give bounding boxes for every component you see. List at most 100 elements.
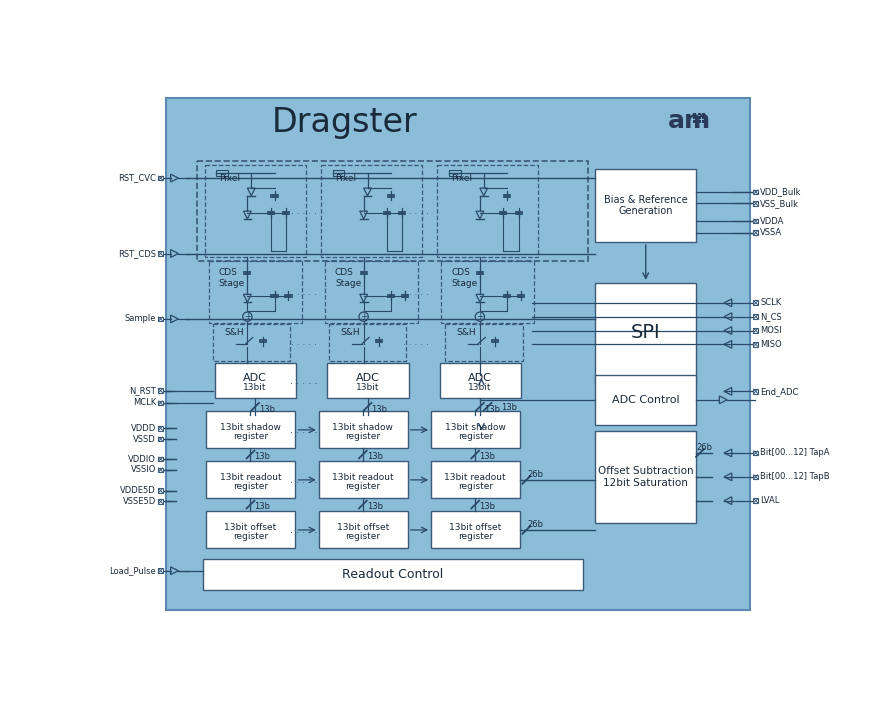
Text: N_RST: N_RST [129,386,156,395]
Text: RST_CDS: RST_CDS [118,249,156,258]
Text: S&H: S&H [341,327,360,336]
Text: 13b: 13b [259,404,275,414]
Bar [693,121,696,123]
Bar [754,314,758,319]
Text: Readout Control: Readout Control [342,568,443,581]
Text: . . . . .: . . . . . [291,475,317,485]
Text: Bit[00...12] TapA: Bit[00...12] TapA [761,449,830,458]
Text: 13bit offset: 13bit offset [449,523,502,532]
Text: VSS_Bulk: VSS_Bulk [761,199,799,208]
Text: 13bit shadow: 13bit shadow [333,423,393,432]
Bar [595,169,696,242]
Text: 13b: 13b [367,503,383,511]
Text: LVAL: LVAL [761,496,780,505]
Text: N_CS: N_CS [761,312,782,321]
Bar [207,411,295,449]
Text: 13bit: 13bit [468,383,492,392]
Bar [321,165,422,257]
Text: ADC: ADC [356,373,379,383]
Text: CDS
Stage: CDS Stage [219,268,245,288]
Text: . . . . .: . . . . . [291,425,317,435]
Text: Pixel: Pixel [219,174,240,182]
Bar [697,116,701,119]
Text: MCLK: MCLK [132,398,156,407]
Bar [431,411,520,449]
Bar [595,283,696,383]
Text: 13bit shadow: 13bit shadow [220,423,281,432]
Bar [207,512,295,548]
Bar [318,411,408,449]
Text: 13b: 13b [367,452,383,461]
Text: VDD_Bulk: VDD_Bulk [761,187,802,196]
Text: . . . . .: . . . . . [291,339,316,347]
Text: ADC: ADC [243,373,267,383]
Bar [158,457,163,461]
Bar [445,325,522,361]
Text: . . . . .: . . . . . [291,207,316,216]
Bar [158,176,163,180]
Text: MOSI: MOSI [761,326,782,335]
Text: 13bit offset: 13bit offset [224,523,276,532]
Text: VDDIO: VDDIO [128,455,156,463]
Bar [333,170,344,176]
Text: 13bit offset: 13bit offset [337,523,389,532]
Text: VDDD: VDDD [131,424,156,433]
Bar [440,363,521,398]
Text: SPI: SPI [631,323,661,342]
Bar [431,461,520,498]
Text: RST_CVC: RST_CVC [118,174,156,182]
Text: register: register [233,482,268,491]
Text: . . . . .: . . . . . [291,525,317,535]
Bar [158,317,163,321]
Bar [437,165,538,257]
Bar [754,475,758,479]
Bar [207,461,295,498]
Text: register: register [458,482,493,491]
Text: register: register [233,532,268,541]
Bar [595,375,696,426]
Text: register: register [345,433,381,442]
Text: ADC: ADC [468,373,492,383]
Text: 13bit readout: 13bit readout [332,473,393,482]
Text: . . . . .: . . . . . [403,287,429,297]
Bar [158,388,163,393]
Bar [697,121,701,123]
Bar [325,261,417,323]
Bar [158,400,163,405]
Bar [754,231,758,235]
Text: 13b: 13b [371,404,387,414]
Bar [754,342,758,347]
Text: register: register [458,532,493,541]
Text: Bit[00...12] TapB: Bit[00...12] TapB [761,472,830,482]
Text: CDS
Stage: CDS Stage [451,268,477,288]
Text: 13bit: 13bit [356,383,379,392]
Text: SCLK: SCLK [761,299,781,307]
Bar [693,113,696,115]
Text: 13bit readout: 13bit readout [220,473,282,482]
Bar [431,512,520,548]
Text: Pixel: Pixel [451,174,472,182]
Text: 13b: 13b [479,452,495,461]
Text: 13bit readout: 13bit readout [444,473,506,482]
Text: Sample: Sample [124,315,156,323]
Text: 26b: 26b [696,443,713,452]
Bar [754,389,758,394]
Bar [703,113,705,115]
Bar [166,98,750,610]
Bar [203,559,583,590]
Text: . . . . .: . . . . . [291,287,316,297]
Text: 13b: 13b [255,503,270,511]
Bar [208,261,301,323]
Text: . . . . .: . . . . . [403,207,429,216]
Bar [158,437,163,442]
Text: Offset Subtraction
12bit Saturation: Offset Subtraction 12bit Saturation [598,466,694,488]
Text: VSSA: VSSA [761,229,782,237]
Text: register: register [345,532,381,541]
Text: register: register [233,433,268,442]
Bar [205,165,306,257]
Bar [754,451,758,455]
Bar [754,219,758,224]
Bar [754,189,758,194]
Bar [449,170,460,176]
Bar [318,461,408,498]
